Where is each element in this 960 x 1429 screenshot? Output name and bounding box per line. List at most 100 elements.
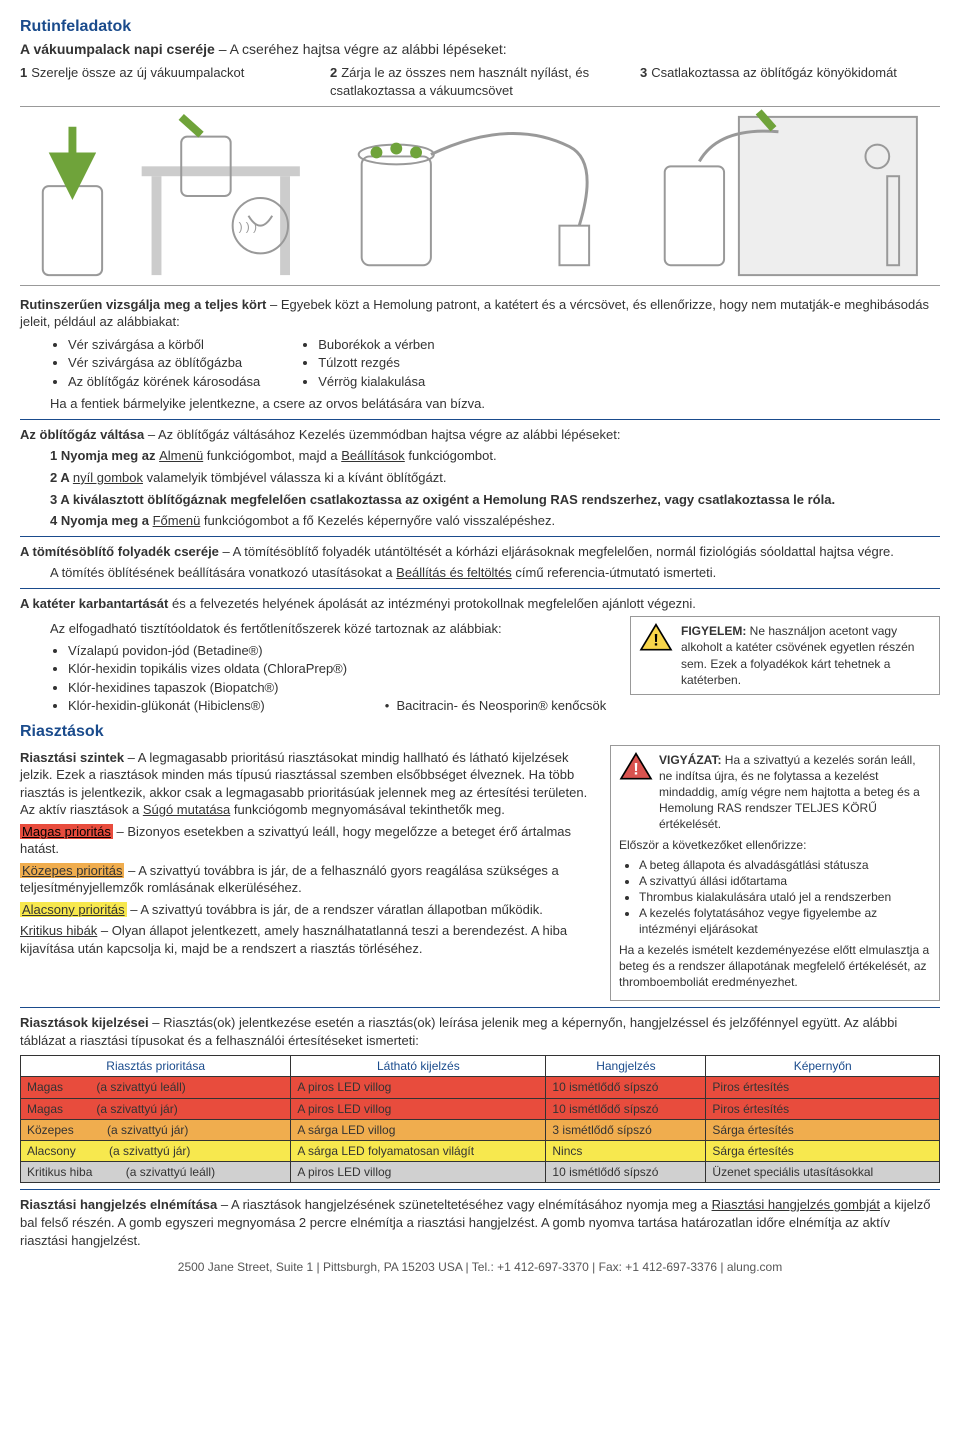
step-2: 2Zárja le az összes nem használt nyílást… (330, 64, 630, 99)
td: A piros LED villog (291, 1162, 546, 1183)
table-row: Magas (a szivattyú leáll)A piros LED vil… (21, 1077, 940, 1098)
list-item: Vér szivárgása az öblítőgázba (68, 354, 260, 372)
priority-low-label: Alacsony prioritás (20, 902, 127, 917)
list-item: Vízalapú povidon-jód (Betadine®) (68, 642, 618, 660)
seal-rest: – A tömítésöblítő folyadék utántöltését … (219, 544, 894, 559)
inspect-footer: Ha a fentiek bármelyike jelentkezne, a c… (50, 395, 940, 413)
t: A tömítés öblítésének beállítására vonat… (50, 565, 396, 580)
divider (20, 1189, 940, 1190)
list-item: A kezelés folytatásához vegye figyelembe… (639, 905, 931, 937)
list-item: Vér szivárgása a körből (68, 336, 260, 354)
levels-intro: Riasztási szintek – A legmagasabb priori… (20, 749, 596, 819)
inspect-col2: Buborékok a vérben Túlzott rezgés Vérrög… (300, 335, 434, 392)
td: 3 ismétlődő sípszó (546, 1119, 706, 1140)
td: 10 ismétlődő sípszó (546, 1162, 706, 1183)
t: – A szivattyú továbbra is jár, de a rend… (127, 902, 543, 917)
td: Piros értesítés (706, 1077, 940, 1098)
td: Nincs (546, 1141, 706, 1162)
td: 10 ismétlődő sípszó (546, 1077, 706, 1098)
caution-icon: ! (619, 752, 653, 782)
seal-bold: A tömítésöblítő folyadék cseréje (20, 544, 219, 559)
step-3-num: 3 (640, 65, 647, 80)
level-medium: Közepes prioritás – A szivattyú továbbra… (20, 862, 596, 897)
seal-heading: A tömítésöblítő folyadék cseréje – A töm… (20, 543, 940, 561)
t: Beállítás és feltöltés (396, 565, 512, 580)
t: valamelyik tömbjével válassza ki a kíván… (143, 470, 446, 485)
caution-p3: Ha a kezelés ismételt kezdeményezése elő… (619, 942, 931, 991)
td: 10 ismétlődő sípszó (546, 1098, 706, 1119)
inspect-para: Rutinszerűen vizsgálja meg a teljes kört… (20, 296, 940, 331)
t: nyíl gombok (73, 470, 143, 485)
attention-box: ! FIGYELEM: Ne használjon acetont vagy a… (630, 616, 940, 695)
priority-high-label: Magas prioritás (20, 824, 113, 839)
step-3-text: Csatlakoztassa az öblítőgáz könyökidomát (651, 65, 897, 80)
divider (20, 1007, 940, 1008)
list-item: Az öblítőgáz körének károsodása (68, 373, 260, 391)
th: Látható kijelzés (291, 1056, 546, 1077)
t: funkciógomb megnyomásával tekinthetők me… (230, 802, 505, 817)
t: FIGYELEM: (681, 624, 746, 638)
list-item: Klór-hexidin-glükonát (Hibiclens®)• Baci… (68, 697, 618, 715)
inspect-col1: Vér szivárgása a körből Vér szivárgása a… (50, 335, 260, 392)
td: Piros értesítés (706, 1098, 940, 1119)
t: – A riasztások hangjelzésének szünetelte… (217, 1197, 711, 1212)
step-2-num: 2 (330, 65, 337, 80)
inspect-lists: Vér szivárgása a körből Vér szivárgása a… (50, 335, 940, 392)
alerts-table: Riasztás prioritása Látható kijelzés Han… (20, 1055, 940, 1183)
td: Magas (a szivattyú leáll) (21, 1077, 291, 1098)
catheter-rest: és a felvezetés helyének ápolását az int… (168, 596, 696, 611)
td: Magas (a szivattyú jár) (21, 1098, 291, 1119)
sweep-heading: Az öblítőgáz váltása – Az öblítőgáz vált… (20, 426, 940, 444)
list-item: A beteg állapota és alvadásgátlási státu… (639, 857, 931, 873)
sweep-s3: 3 A kiválasztott öblítőgáznak megfelelőe… (50, 491, 940, 509)
t: 1 Nyomja meg az (50, 448, 159, 463)
catheter-bold: A katéter karbantartását (20, 596, 168, 611)
td: Közepes (a szivattyú jár) (21, 1119, 291, 1140)
illustration-strip: ) ) ) (20, 106, 940, 286)
t: funkciógombot a fő Kezelés képernyőre va… (200, 513, 555, 528)
attention-text: FIGYELEM: Ne használjon acetont vagy alk… (681, 623, 931, 688)
level-low: Alacsony prioritás – A szivattyú továbbr… (20, 901, 596, 919)
vacuum-steps: 1Szerelje össze az új vákuumpalackot 2Zá… (20, 64, 940, 99)
td: A piros LED villog (291, 1077, 546, 1098)
vacuum-change-rest: – A cseréhez hajtsa végre az alábbi lépé… (215, 41, 507, 57)
section-alarms-title: Riasztások (20, 721, 940, 743)
t: funkciógombot, majd a (203, 448, 341, 463)
list-item: Thrombus kialakulására utaló jel a rends… (639, 889, 931, 905)
table-row: Közepes (a szivattyú jár)A sárga LED vil… (21, 1119, 940, 1140)
catheter-left: Az elfogadható tisztítóoldatok és fertőt… (20, 616, 618, 717)
catheter-heading: A katéter karbantartását és a felvezetés… (20, 595, 940, 613)
svg-text:) ) ): ) ) ) (239, 219, 257, 233)
sweep-bold: Az öblítőgáz váltása (20, 427, 144, 442)
step-1-text: Szerelje össze az új vákuumpalackot (31, 65, 244, 80)
vacuum-change-bold: A vákuumpalack napi cseréje (20, 41, 215, 57)
t: 4 Nyomja meg a (50, 513, 153, 528)
table-row: Kritikus hiba (a szivattyú leáll)A piros… (21, 1162, 940, 1183)
t: – Olyan állapot jelentkezett, amely hasz… (20, 923, 567, 956)
section-routine-title: Rutinfeladatok (20, 16, 940, 38)
t: Bacitracin- és Neosporin® kenőcsök (397, 698, 607, 713)
th: Hangjelzés (546, 1056, 706, 1077)
td: Üzenet speciális utasításokkal (706, 1162, 940, 1183)
step-1: 1Szerelje össze az új vákuumpalackot (20, 64, 320, 99)
illus-1: ) ) ) (20, 107, 323, 285)
alarm-left: Riasztási szintek – A legmagasabb priori… (20, 745, 596, 1002)
list-item: Túlzott rezgés (318, 354, 434, 372)
sweep-s1: 1 Nyomja meg az Almenü funkciógombot, ma… (50, 447, 940, 465)
t: Riasztási hangjelzés gombját (712, 1197, 880, 1212)
priority-med-label: Közepes prioritás (20, 863, 124, 878)
level-critical: Kritikus hibák – Olyan állapot jelentkez… (20, 922, 596, 957)
level-high: Magas prioritás – Bizonyos esetekben a s… (20, 823, 596, 858)
td: Alacsony (a szivattyú jár) (21, 1141, 291, 1162)
inspect-bold: Rutinszerűen vizsgálja meg a teljes kört (20, 297, 266, 312)
t: 3 A kiválasztott öblítőgáznak megfelelőe… (50, 492, 835, 507)
seal-line2: A tömítés öblítésének beállítására vonat… (50, 564, 940, 582)
sweep-s4: 4 Nyomja meg a Főmenü funkciógombot a fő… (50, 512, 940, 530)
td: Sárga értesítés (706, 1141, 940, 1162)
th: Képernyőn (706, 1056, 940, 1077)
t: funkciógombot. (405, 448, 497, 463)
alarm-section: Riasztási szintek – A legmagasabb priori… (20, 745, 940, 1002)
list-item: Vérrög kialakulása (318, 373, 434, 391)
table-row: Alacsony (a szivattyú jár)A sárga LED fo… (21, 1141, 940, 1162)
catheter-intro: Az elfogadható tisztítóoldatok és fertőt… (50, 620, 618, 638)
